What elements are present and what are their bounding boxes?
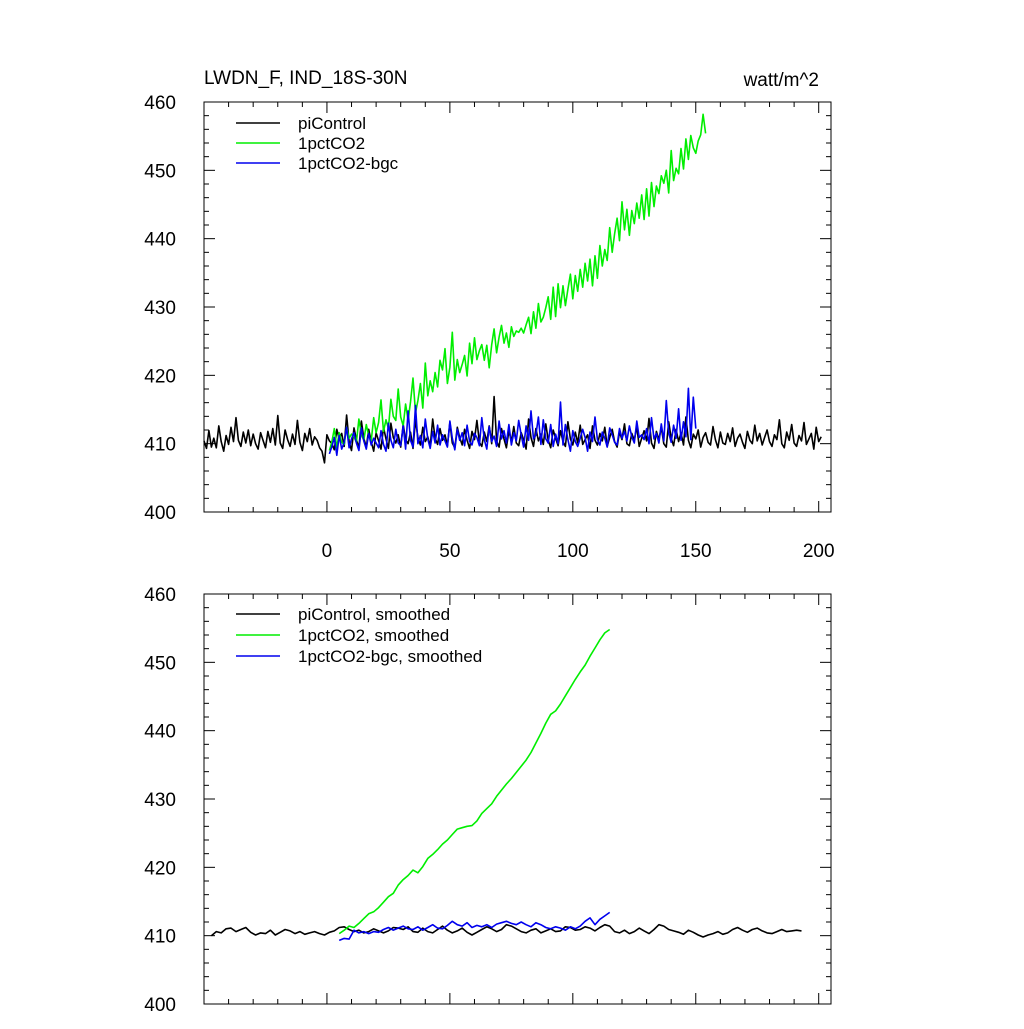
y-tick-label: 450 [144, 161, 176, 182]
x-tick-label: 100 [557, 541, 589, 562]
y-tick-label: 430 [144, 298, 176, 319]
y-tick-label: 460 [144, 585, 176, 606]
series-line-1pctco2-smoothed [338, 628, 611, 935]
y-tick-label: 420 [144, 858, 176, 879]
series-line-picontrol [203, 395, 822, 464]
series-line-picontrol-smoothed [210, 923, 802, 938]
y-tick-label: 410 [144, 435, 176, 456]
y-tick-label: 440 [144, 230, 176, 251]
legend-label: 1pctCO2-bgc, smoothed [298, 647, 482, 666]
y-tick-label: 440 [144, 722, 176, 743]
panels-layer: 400 410 420 430 440 450 460 0 50 100 150 200 piContr… [144, 93, 834, 1016]
legend-label: piControl, smoothed [298, 605, 450, 624]
legend-label: 1pctCO2, smoothed [298, 626, 449, 645]
legend-label: 1pctCO2 [298, 134, 365, 153]
x-tick-label: 150 [680, 541, 712, 562]
y-tick-label: 420 [144, 366, 176, 387]
legend-label: 1pctCO2-bgc [298, 154, 399, 173]
series-line-1pctco2 [328, 113, 707, 451]
series-line-1pctco2-bgc-smoothed [338, 911, 611, 942]
y-tick-label: 400 [144, 995, 176, 1016]
y-tick-label: 400 [144, 503, 176, 524]
x-tick-label: 0 [322, 541, 333, 562]
series-line-1pctco2-bgc [328, 387, 697, 457]
legend-label: piControl [298, 114, 366, 133]
y-tick-label: 410 [144, 927, 176, 948]
y-tick-label: 430 [144, 790, 176, 811]
chart-panel-2: 400 410 420 430 440 450 460 piControl, smoothed… [144, 585, 832, 1016]
panel-units: watt/m^2 [743, 70, 819, 91]
y-tick-label: 450 [144, 653, 176, 674]
chart-panel-1: 400 410 420 430 440 450 460 0 50 100 150 200 piContr… [144, 93, 834, 562]
x-tick-label: 200 [803, 541, 835, 562]
panel-title: LWDN_F, IND_18S-30N [204, 68, 407, 89]
y-tick-label: 460 [144, 93, 176, 114]
legend: piControl, smoothed 1pctCO2, smoothed 1pct… [236, 605, 482, 666]
x-tick-label: 50 [439, 541, 460, 562]
